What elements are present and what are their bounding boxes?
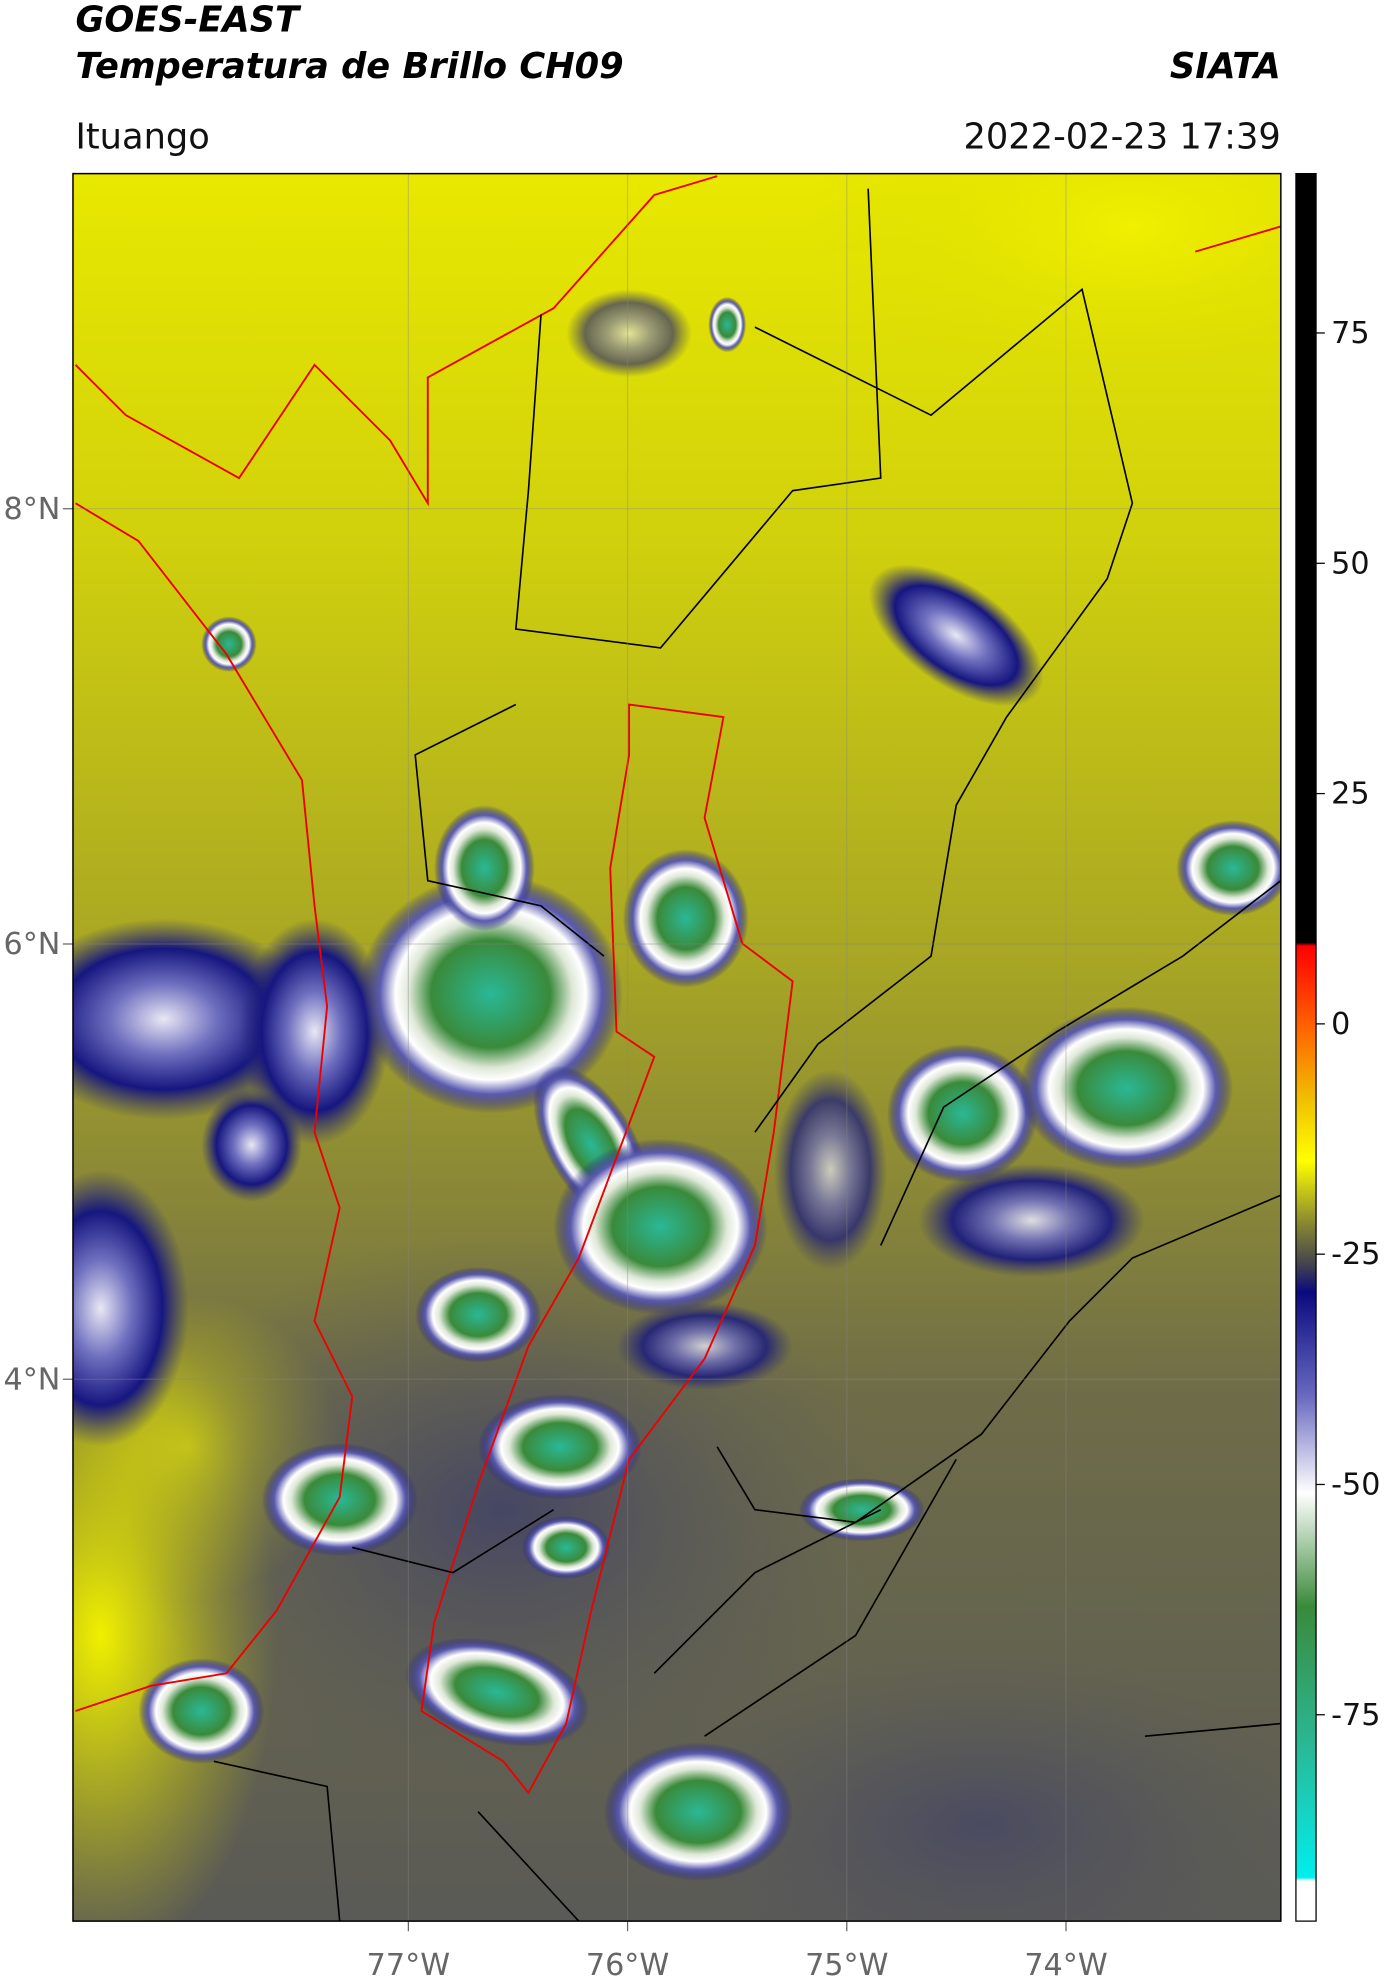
lon-tick-label: 74°W	[1024, 1948, 1107, 1981]
location: Ituango	[75, 116, 209, 157]
colorbar-tick-label: 50	[1331, 546, 1369, 581]
lat-tick-label: 4°N	[4, 1362, 61, 1397]
colorbar-tick-label: -50	[1331, 1468, 1380, 1503]
colorbar-tick-label: 75	[1331, 316, 1369, 351]
colorbar-tick-label: 0	[1331, 1007, 1350, 1042]
subtitle: Temperatura de Brillo CH09	[75, 46, 623, 87]
lon-tick-label: 76°W	[586, 1948, 669, 1981]
map-frame	[72, 172, 1282, 1922]
colorbar	[1295, 172, 1317, 1922]
colorbar-tick-label: 25	[1331, 777, 1369, 812]
brand: SIATA	[1170, 46, 1281, 87]
lat-tick-label: 6°N	[4, 927, 61, 962]
graticule: 77°W 76°W 75°W 74°W 8°N 6°N 4°N	[4, 173, 1281, 1981]
title: GOES-EAST	[75, 0, 302, 40]
lon-tick-label: 77°W	[367, 1948, 450, 1981]
lon-tick-label: 75°W	[805, 1948, 888, 1981]
lat-tick-label: 8°N	[4, 492, 61, 527]
colorbar-ticks: 75 50 25 0 -25 -50 -75	[1316, 316, 1380, 1733]
timestamp: 2022-02-23 17:39	[963, 116, 1280, 157]
colorbar-tick-label: -25	[1331, 1237, 1380, 1272]
satellite-image	[72, 173, 1281, 1922]
colorbar-tick-label: -75	[1331, 1698, 1380, 1733]
